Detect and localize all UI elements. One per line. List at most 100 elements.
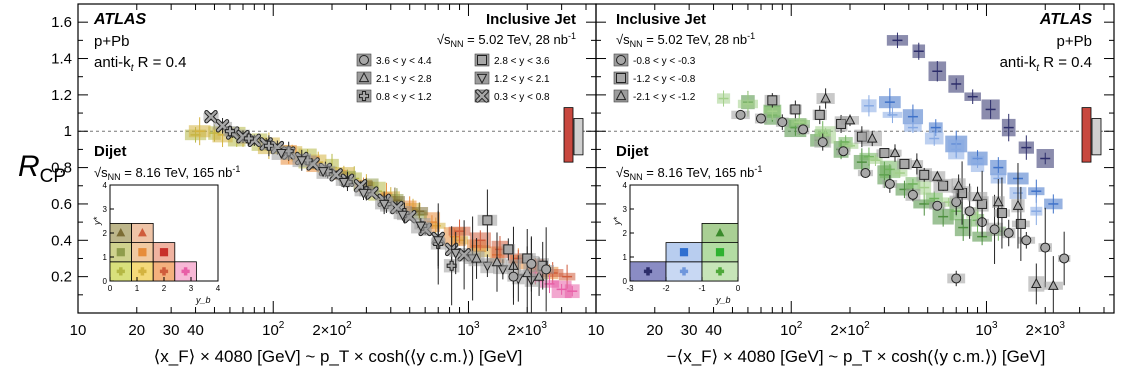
left-inclusive-marker <box>415 221 427 232</box>
x-tick-label-text: 2×102 <box>312 320 352 339</box>
inset-y-label: y* <box>92 217 102 227</box>
left-inclusive-marker <box>526 258 537 269</box>
inset-cell-marker <box>116 248 125 257</box>
right-x-tick-label: 2×103 <box>1026 320 1066 339</box>
right-inclusive-marker <box>790 104 801 115</box>
x-tick-label-text: 2×102 <box>830 320 870 339</box>
x-axis-title-right: −⟨x_F⟩ × 4080 [GeV] ~ p_T × cosh(⟨y c.m.… <box>667 347 1046 366</box>
right-inclusive-marker <box>889 147 901 158</box>
right-inclusive-marker <box>972 190 983 201</box>
inset-cell <box>665 242 703 263</box>
x-tick-label-text: 20 <box>128 322 145 339</box>
inset-x-tick-label: -2 <box>662 284 670 293</box>
legend-label: 3.6 < y < 4.4 <box>376 56 432 67</box>
right-inclusive-marker <box>814 109 825 120</box>
inset-x-tick-label: -3 <box>626 284 634 293</box>
left-inclusive-marker <box>338 178 350 189</box>
y-tick-label: 0.4 <box>51 232 72 249</box>
inset-cell-marker <box>679 267 689 276</box>
left-inclusive-marker <box>508 271 519 282</box>
left-inclusive-marker <box>204 109 218 124</box>
right-inclusive-marker <box>777 117 788 128</box>
left-inclusive-marker <box>243 133 254 144</box>
x-tick-label-text: 30 <box>681 322 698 339</box>
left-inclusive-series <box>271 146 539 313</box>
right-annotations: ATLAS p+Pb anti-kt R = 0.4 Inclusive Jet √sN… <box>616 11 1092 182</box>
right-y-ticks <box>596 3 1114 296</box>
left-inclusive-marker <box>491 256 503 267</box>
inset-cell <box>131 222 154 243</box>
left-normalization-boxes <box>563 107 584 163</box>
right-inclusive-marker <box>992 196 1004 207</box>
right-inclusive-marker <box>1021 235 1032 246</box>
legend-label: 0.8 < y < 1.2 <box>376 92 432 103</box>
right-inclusive-marker <box>964 206 975 217</box>
legend-item: -0.8 < y < -0.3 <box>613 53 696 67</box>
x-tick-label-text: 102 <box>262 320 285 339</box>
inclusive-jet-title: Inclusive Jet <box>616 11 706 28</box>
legend-marker <box>359 55 369 65</box>
normalization-box-inclusive <box>1091 118 1102 156</box>
right-plot-frame <box>595 3 1115 314</box>
inset-cell <box>174 261 197 282</box>
right-inclusive-marker <box>911 157 923 169</box>
algo-label: anti-kt R = 0.4 <box>94 54 186 74</box>
x-tick-label-text: 103 <box>975 320 998 339</box>
right-x-tick-label: 2×102 <box>830 320 870 339</box>
right-inclusive-marker <box>798 124 809 135</box>
inset-y-tick-label: 3 <box>623 205 628 214</box>
inset-cell <box>131 261 154 282</box>
inset-y-tick-label: 2 <box>623 229 628 238</box>
inset-cell-marker <box>715 267 725 276</box>
left-x-tick-label: 103 <box>457 320 480 339</box>
inset-x-tick-label: 0 <box>736 284 741 293</box>
right-panel: 10 20 30 40 102 2×102 103 2×103ATLASp+Pbanti-kt… <box>588 3 1115 339</box>
inset-x-tick-label: 3 <box>189 284 194 293</box>
inset-x-label: y_b <box>195 295 211 305</box>
right-x-tick-label: 10 <box>588 322 605 339</box>
left-inclusive-marker <box>263 140 274 151</box>
right-inclusive-marker <box>860 168 871 179</box>
left-inclusive-marker <box>521 266 533 278</box>
right-normalization-boxes <box>1081 107 1102 163</box>
y-tick-label: 0.2 <box>51 269 72 286</box>
y-tick-label: 1 <box>64 123 72 140</box>
inset-y-tick-label: 3 <box>103 205 108 214</box>
right-inset: -3 -2 -1 0 0 1 2 3 4 y_b y* <box>612 181 741 305</box>
legend-marker <box>359 91 369 101</box>
right-inclusive-marker <box>735 109 746 120</box>
right-inclusive-marker <box>989 224 1000 235</box>
legend-item: 2.8 < y < 3.6 <box>474 53 550 67</box>
inset-x-label: y_b <box>715 295 731 305</box>
inset-cell <box>152 242 176 263</box>
inset-cell-marker <box>181 267 190 276</box>
left-inclusive-marker <box>397 210 408 221</box>
right-x-tick-label: 40 <box>705 322 722 339</box>
left-x-tick-label: 10 <box>70 322 87 339</box>
legend-label: 1.2 < y < 2.1 <box>494 74 550 85</box>
right-inclusive-marker <box>953 179 964 190</box>
legend-marker <box>616 73 626 83</box>
left-inclusive-marker <box>503 244 514 255</box>
left-data <box>184 109 580 313</box>
system-label: p+Pb <box>1057 33 1092 50</box>
right-inclusive-marker <box>838 146 849 157</box>
left-x-tick-label: 2×103 <box>508 320 548 339</box>
right-inclusive-marker <box>820 92 831 103</box>
inclusive-energy-label: √sNN = 5.02 TeV, 28 nb-1 <box>437 31 576 49</box>
left-inclusive-marker <box>296 156 308 167</box>
inset-cell-marker <box>116 267 125 276</box>
inset-cell <box>701 222 739 243</box>
x-tick-label-text: 30 <box>163 322 180 339</box>
left-x-tick-label: 102 <box>262 320 285 339</box>
right-inclusive-marker <box>1030 277 1042 289</box>
legend-marker <box>615 89 627 101</box>
right-inclusive-marker <box>951 273 962 284</box>
legend-item: 1.2 < y < 2.1 <box>474 71 550 85</box>
right-x-tick-label: 103 <box>975 320 998 339</box>
legend-marker <box>476 73 488 85</box>
inset-x-tick-label: 2 <box>162 284 167 293</box>
right-inclusive-marker <box>1040 242 1051 253</box>
legend-item: 0.3 < y < 0.8 <box>474 89 550 103</box>
